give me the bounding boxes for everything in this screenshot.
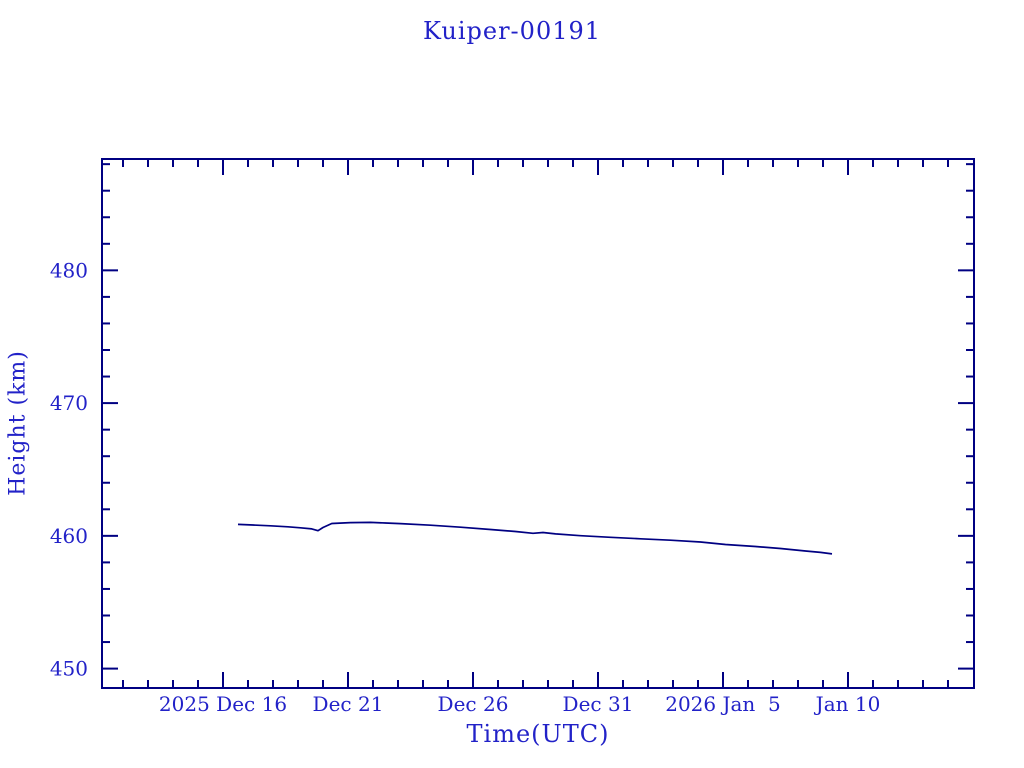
y-axis-title: Height (km) <box>5 350 31 496</box>
height-series-line <box>237 521 833 555</box>
x-axis-title: Time(UTC) <box>466 720 610 748</box>
y-tick-label: 450 <box>50 657 88 681</box>
x-tick-label: Dec 26 <box>438 692 509 716</box>
plot-frame <box>101 158 975 689</box>
x-tick-label: Dec 31 <box>563 692 634 716</box>
x-tick-label: 2025 Dec 16 <box>159 692 287 716</box>
y-tick-label: 470 <box>50 391 88 415</box>
x-tick-label: Dec 21 <box>313 692 384 716</box>
x-tick-label: 2026 Jan 5 <box>665 692 781 716</box>
y-tick-label: 460 <box>50 524 88 548</box>
chart-title: Kuiper-00191 <box>422 17 602 45</box>
x-tick-label: Jan 10 <box>814 692 881 716</box>
y-tick-label: 480 <box>50 258 88 282</box>
